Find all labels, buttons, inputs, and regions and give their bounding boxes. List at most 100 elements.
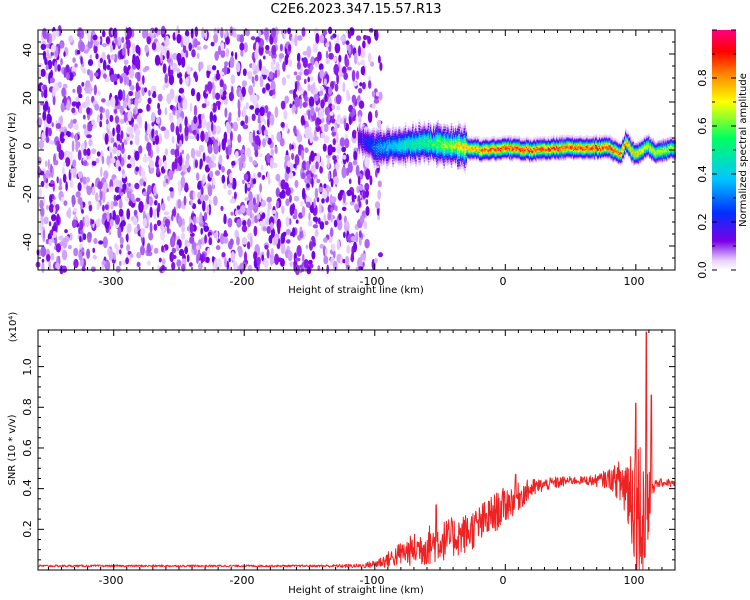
noise-blob <box>258 153 263 158</box>
noise-blob <box>112 146 117 155</box>
noise-blob <box>78 251 83 261</box>
noise-blob <box>102 73 107 79</box>
signal-cell <box>423 121 426 124</box>
noise-blob <box>50 163 53 174</box>
noise-blob <box>223 213 227 225</box>
noise-blob <box>180 176 186 188</box>
noise-blob <box>39 139 44 150</box>
noise-blob <box>341 206 347 211</box>
noise-blob <box>49 194 53 203</box>
noise-blob <box>40 207 45 217</box>
signal-cell <box>443 166 445 169</box>
noise-blob <box>204 194 209 201</box>
noise-blob <box>286 74 291 79</box>
noise-blob <box>78 105 83 114</box>
signal-cell <box>440 126 442 129</box>
signal-cell <box>464 125 466 128</box>
noise-blob <box>251 76 255 84</box>
noise-blob <box>119 249 122 255</box>
noise-blob <box>185 50 189 58</box>
noise-blob <box>266 249 270 259</box>
noise-blob <box>335 162 340 171</box>
noise-blob <box>331 131 337 136</box>
noise-blob <box>191 203 197 210</box>
noise-blob <box>371 102 376 109</box>
noise-blob <box>49 77 56 84</box>
noise-blob <box>186 65 192 75</box>
noise-blob <box>212 178 216 186</box>
noise-blob <box>375 109 378 119</box>
noise-blob <box>330 206 334 213</box>
noise-blob <box>246 241 251 250</box>
noise-blob <box>94 103 100 111</box>
noise-blob <box>146 36 152 45</box>
noise-blob <box>98 240 104 245</box>
noise-blob <box>240 120 245 127</box>
noise-blob <box>194 159 198 169</box>
noise-blob <box>279 43 283 52</box>
signal-cell <box>412 124 414 127</box>
signal-cell <box>465 130 467 133</box>
noise-blob <box>125 234 129 242</box>
noise-blob <box>136 71 141 82</box>
noise-blob <box>193 115 198 124</box>
noise-blob <box>327 212 332 221</box>
noise-blob <box>298 212 304 219</box>
noise-blob <box>309 64 314 71</box>
noise-blob <box>132 216 138 226</box>
noise-blob <box>345 57 350 68</box>
noise-blob <box>255 36 261 43</box>
noise-blob <box>133 209 138 217</box>
noise-blob <box>245 147 252 158</box>
noise-blob <box>72 57 76 63</box>
noise-blob <box>310 56 316 66</box>
noise-blob <box>343 231 346 239</box>
noise-blob <box>236 205 241 210</box>
noise-blob <box>42 84 47 91</box>
noise-blob <box>238 246 243 258</box>
noise-blob <box>54 61 58 73</box>
noise-blob <box>275 173 281 182</box>
noise-blob <box>212 102 217 113</box>
noise-blob <box>169 187 174 192</box>
noise-blob <box>199 164 202 170</box>
noise-blob <box>82 124 87 129</box>
noise-blob <box>297 35 303 41</box>
noise-blob <box>341 146 347 153</box>
noise-blob <box>155 130 158 136</box>
noise-blob <box>42 27 47 39</box>
noise-blob <box>95 53 99 60</box>
noise-blob <box>241 237 248 245</box>
noise-blob <box>41 89 44 98</box>
noise-blob <box>215 92 221 101</box>
noise-blob <box>213 195 218 206</box>
noise-blob <box>206 71 210 79</box>
noise-blob <box>128 127 134 136</box>
noise-blob <box>68 244 72 250</box>
noise-blob <box>45 169 50 179</box>
noise-blob <box>174 95 179 103</box>
noise-blob <box>62 249 68 261</box>
noise-blob <box>129 157 135 165</box>
noise-blob <box>333 63 340 76</box>
signal-cell <box>406 161 409 164</box>
noise-blob <box>125 136 130 142</box>
noise-blob <box>209 170 214 178</box>
noise-blob <box>186 242 191 247</box>
noise-blob <box>158 257 162 263</box>
noise-blob <box>45 126 49 138</box>
noise-blob <box>377 180 382 188</box>
noise-blob <box>94 72 99 77</box>
noise-blob <box>195 172 200 181</box>
noise-blob <box>254 149 259 158</box>
noise-blob <box>211 255 215 263</box>
noise-blob <box>285 198 290 206</box>
noise-blob <box>358 45 361 57</box>
noise-blob <box>332 33 337 39</box>
noise-blob <box>71 140 75 153</box>
noise-blob <box>71 219 77 228</box>
noise-blob <box>135 197 141 202</box>
noise-blob <box>87 123 93 132</box>
noise-blob <box>82 102 87 109</box>
noise-blob <box>196 133 200 142</box>
